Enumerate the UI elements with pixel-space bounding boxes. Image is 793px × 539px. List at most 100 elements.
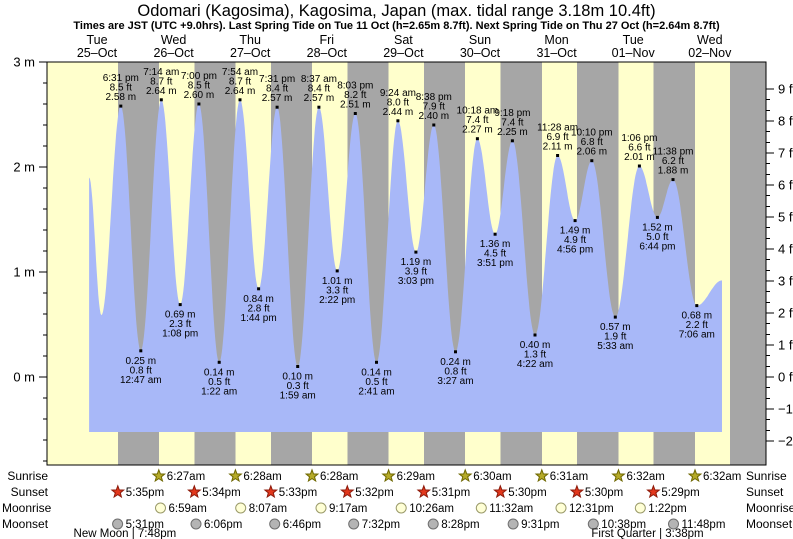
day-date-label: 27–Oct xyxy=(230,46,271,60)
row-label-sunset-left: Sunset xyxy=(10,485,48,499)
day-of-week-label: Wed xyxy=(161,33,187,47)
tide-extreme-dot xyxy=(671,178,675,182)
tide-extreme-label-line: 2.60 m xyxy=(184,90,215,101)
sunset-time: 5:33pm xyxy=(279,487,317,499)
tide-extreme-label-line: 1.49 m xyxy=(560,226,591,237)
sunrise-time: 6:27am xyxy=(167,471,205,483)
tide-extreme-label-line: 1.36 m xyxy=(480,239,511,250)
tide-extreme-label-line: 8:37 am xyxy=(301,74,337,85)
day-labels: Tue25–OctWed26–OctThu27–OctFri28–OctSat2… xyxy=(77,33,732,60)
tide-extreme-label-line: 8.2 ft xyxy=(344,90,366,101)
tide-extreme-label-line: 0.3 ft xyxy=(287,381,309,392)
right-axis-tick-label: 1 ft xyxy=(778,337,793,352)
tide-extreme-label-line: 8.0 ft xyxy=(387,97,409,108)
tide-extreme-label-line: 8.7 ft xyxy=(150,76,172,87)
sunset-icon xyxy=(110,484,126,499)
tide-extreme-label-line: 5:33 am xyxy=(597,341,633,352)
tide-extreme-label-line: 1:06 pm xyxy=(621,133,657,144)
day-of-week-label: Tue xyxy=(86,33,107,47)
row-label-moonset-left: Moonset xyxy=(2,517,49,531)
moonrise-time: 11:32am xyxy=(489,503,533,515)
tide-extreme-label-line: 2:41 am xyxy=(358,386,394,397)
tide-extreme-label-line: 7.4 ft xyxy=(501,117,523,128)
tide-extreme-dot xyxy=(695,304,699,308)
tide-extreme-dot xyxy=(317,105,321,109)
tide-extreme-dot xyxy=(197,102,201,106)
moonrise-time: 9:17am xyxy=(329,503,367,515)
tide-extreme-label-line: 1:59 am xyxy=(280,391,316,402)
moonrise-time: 10:26am xyxy=(409,503,454,515)
moonrise-time: 6:59am xyxy=(169,503,207,515)
right-axis-tick-label: 8 ft xyxy=(778,113,793,128)
sunrise-icon xyxy=(304,468,320,483)
tide-extreme-label-line: 4.5 ft xyxy=(484,249,506,260)
tide-extreme-label-line: 10:10 pm xyxy=(571,128,613,139)
sunrise-time: 6:28am xyxy=(320,471,358,483)
left-axis-tick-label: 1 m xyxy=(13,265,35,280)
tide-extreme-label-line: 11:28 am xyxy=(537,123,578,134)
moonrise-icon xyxy=(315,502,327,514)
moonset-time: 6:46pm xyxy=(283,519,321,531)
tide-extreme-label-line: 2.40 m xyxy=(419,111,450,122)
tide-extreme-label-line: 2.01 m xyxy=(624,152,655,163)
row-label-moonrise-right: Moonrise xyxy=(746,501,793,515)
right-axis-tick-label: 2 ft xyxy=(778,305,793,320)
tide-extreme-label-line: 2.57 m xyxy=(262,93,293,104)
tide-extreme-dot xyxy=(613,315,617,319)
tide-extreme-label-line: 4.9 ft xyxy=(564,235,586,246)
row-label-sunset-right: Sunset xyxy=(746,485,784,499)
tide-extreme-label-line: 3.9 ft xyxy=(405,267,427,278)
tide-extreme-label-line: 6:31 pm xyxy=(103,73,139,84)
right-axis-tick-label: −1 ft xyxy=(778,402,793,417)
tide-extreme-label-line: 7:06 am xyxy=(679,330,715,341)
astro-markers: 6:27am 6:28am 6:28am 6:29am 6:30am 6:31am 6:32… xyxy=(74,468,741,539)
tide-extreme-dot xyxy=(655,215,659,219)
moonset-icon xyxy=(507,518,519,530)
tide-extreme-label-line: 3.3 ft xyxy=(326,285,348,296)
tide-extreme-dot xyxy=(217,360,221,364)
tide-extreme-label-line: 1.19 m xyxy=(401,257,432,268)
tide-extreme-label-line: 0.24 m xyxy=(440,357,471,368)
tide-extreme-dot xyxy=(637,164,641,168)
day-date-label: 29–Oct xyxy=(383,46,424,60)
tide-extreme-label-line: 0.8 ft xyxy=(444,366,466,377)
tide-extreme-label-line: 8.5 ft xyxy=(188,81,210,92)
moonset-time: 7:32pm xyxy=(362,519,400,531)
tide-extreme-label-line: 3:03 pm xyxy=(398,276,434,287)
sunset-icon xyxy=(569,484,585,499)
moonset-icon xyxy=(668,518,679,530)
day-of-week-label: Mon xyxy=(544,33,568,47)
row-label-sunrise-right: Sunrise xyxy=(746,469,787,483)
tide-extreme-label-line: 2.06 m xyxy=(577,147,608,158)
moonrise-icon xyxy=(155,502,166,514)
tide-extreme-label-line: 0.69 m xyxy=(165,310,196,321)
day-date-label: 26–Oct xyxy=(153,46,194,60)
moonset-time: 10:38pm xyxy=(601,519,646,531)
tide-extreme-label-line: 7:00 pm xyxy=(181,71,217,82)
tide-extreme-dot xyxy=(139,349,143,353)
tide-extreme-label-line: 11:38 pm xyxy=(653,147,694,158)
sunset-time: 5:30pm xyxy=(508,487,546,499)
tide-extreme-label-line: 0.5 ft xyxy=(208,377,230,388)
sunset-time: 5:31pm xyxy=(432,487,470,499)
tide-area xyxy=(89,99,723,433)
moonset-time: 11:48pm xyxy=(682,519,726,531)
moonset-time: 9:31pm xyxy=(521,519,559,531)
tide-extreme-label-line: 2.8 ft xyxy=(247,303,269,314)
left-axis-tick-label: 3 m xyxy=(13,55,35,70)
sunrise-time: 6:30am xyxy=(473,471,511,483)
tide-extreme-dot xyxy=(178,303,182,307)
tide-extreme-dot xyxy=(275,105,279,109)
tide-extreme-label-line: 4:22 am xyxy=(517,359,553,370)
tide-extreme-label-line: 2.64 m xyxy=(225,86,256,97)
tide-extreme-dot xyxy=(353,112,357,115)
chart-subtitle: Times are JST (UTC +9.0hrs). Last Spring… xyxy=(73,20,720,32)
sunset-time: 5:34pm xyxy=(202,487,240,499)
tide-extreme-label-line: 2.58 m xyxy=(106,92,137,103)
moonset-icon xyxy=(427,518,439,530)
day-date-label: 01–Nov xyxy=(612,46,656,60)
day-date-label: 28–Oct xyxy=(307,46,348,60)
sunset-icon xyxy=(416,484,432,499)
tide-extreme-label-line: 7:14 am xyxy=(143,67,179,78)
